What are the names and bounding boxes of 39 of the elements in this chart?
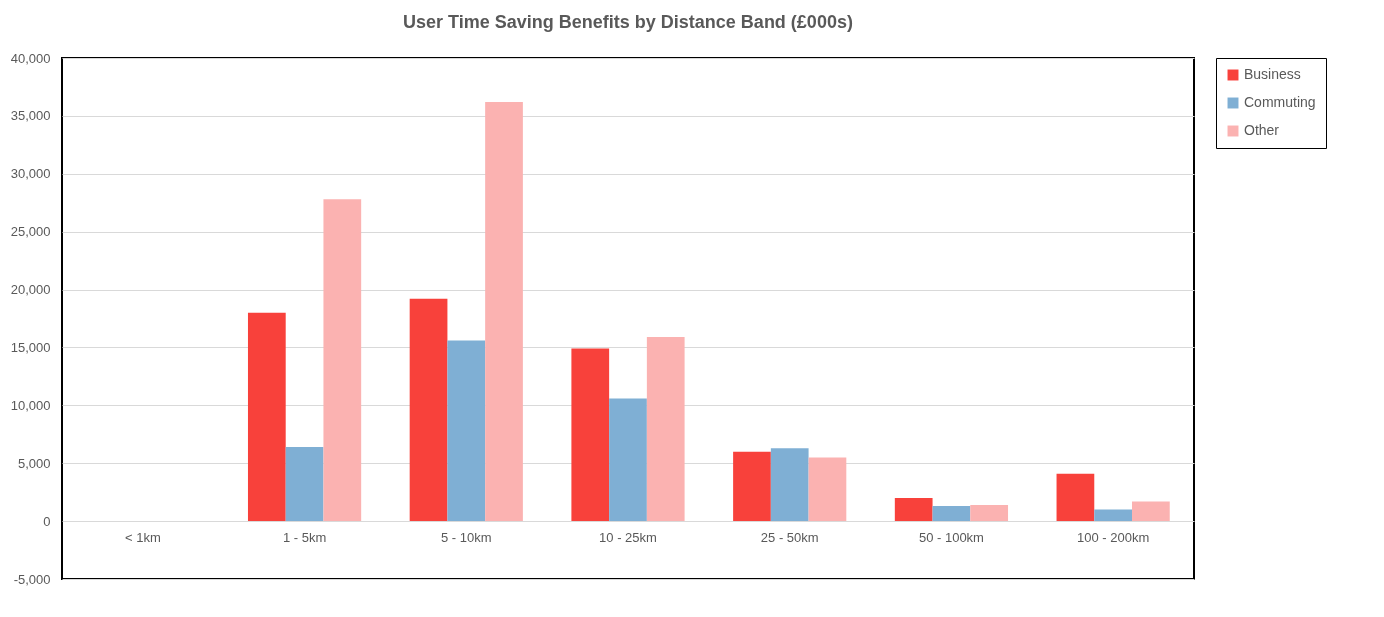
x-tick-label: < 1km [124, 529, 161, 545]
x-tick-label: 5 - 10km [441, 529, 492, 545]
y-tick-label: 0 [43, 513, 51, 529]
bar [808, 457, 847, 522]
y-tick-label: 20,000 [10, 282, 51, 298]
x-tick-label: 25 - 50km [760, 529, 819, 545]
bar [323, 199, 362, 522]
legend-label: Business [1244, 66, 1301, 82]
y-tick-label: -5,000 [13, 571, 51, 587]
bar [447, 340, 486, 522]
legend-label: Commuting [1244, 94, 1316, 110]
bar [970, 504, 1009, 522]
bar [770, 448, 809, 522]
y-tick-label: 5,000 [17, 455, 51, 471]
bar [247, 312, 286, 522]
y-tick-label: 15,000 [10, 339, 51, 355]
bar [932, 506, 971, 522]
x-tick-label: 50 - 100km [918, 529, 984, 545]
y-tick-label: 10,000 [10, 397, 51, 413]
x-tick-label: 100 - 200km [1077, 529, 1150, 545]
bar [646, 337, 685, 522]
bar [285, 447, 324, 522]
y-tick-label: 35,000 [10, 108, 51, 124]
legend-label: Other [1244, 122, 1280, 138]
bar [1132, 501, 1170, 522]
y-tick-label: 25,000 [10, 224, 51, 240]
bar [894, 497, 933, 522]
bar [609, 398, 647, 522]
bar [409, 298, 448, 522]
chart-title: User Time Saving Benefits by Distance Band (£000s) [403, 12, 853, 32]
x-tick-label: 10 - 25km [599, 529, 657, 545]
bar [1056, 473, 1095, 522]
bar [485, 102, 523, 522]
bar [571, 348, 610, 522]
x-tick-label: 1 - 5km [282, 529, 327, 545]
bar [1094, 509, 1133, 522]
y-tick-label: 40,000 [10, 50, 51, 66]
bar [733, 451, 771, 522]
y-tick-label: 30,000 [10, 166, 51, 182]
